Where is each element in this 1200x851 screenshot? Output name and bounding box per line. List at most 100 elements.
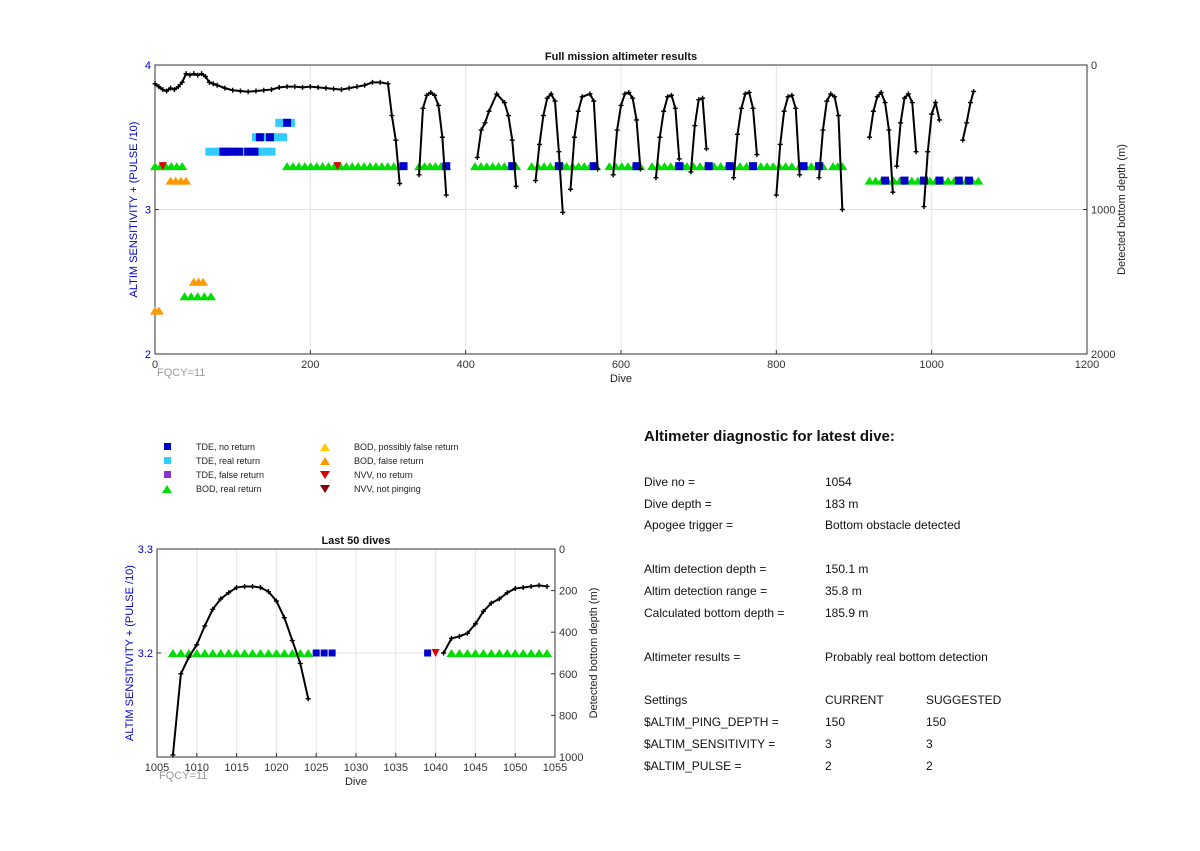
marker-bod-false [153,306,164,315]
depth-point [661,108,667,114]
diagnostic-row-bottom-depth: Calculated bottom depth = 185.9 m [644,606,1164,622]
annotation-text: FQCY=11 [159,770,207,782]
diagnostic-value: 1054 [825,475,852,489]
diagnostic-value: 185.9 m [825,606,869,620]
depth-point [750,105,756,111]
y-tick-label-right: 1000 [559,752,583,764]
depth-point [905,91,911,97]
marker-tde-no [725,162,734,171]
depth-point [195,72,201,78]
diagnostic-value: 35.8 m [825,584,862,598]
settings-label: $ALTIM_PING_DEPTH = [644,715,779,729]
marker-bod-real [179,292,190,301]
marker-tde-no [424,649,432,657]
depth-point [571,134,577,140]
depth-point [754,152,760,158]
x-tick-label: 1055 [543,762,567,774]
diagnostic-row-detection-depth: Altim detection depth = 150.1 m [644,562,1164,578]
depth-point [560,209,566,215]
marker-bod-real [462,649,473,657]
x-axis-label: Dive [610,373,632,385]
depth-point [731,175,737,181]
chart-title: Last 50 dives [321,535,390,547]
x-tick-label: 1005 [145,762,169,774]
marker-tde-real [273,133,282,142]
marker-bod-real [199,649,210,657]
marker-tde-no [399,162,408,171]
x-tick-label: 1025 [304,762,328,774]
depth-point [439,134,445,140]
legend-triangle-up-icon [162,484,172,493]
depth-point [435,102,441,108]
y-tick-label-left: 3.3 [138,544,153,556]
depth-point [909,100,915,106]
depth-point [156,84,162,90]
y-tick-label-right: 1000 [1091,205,1115,217]
settings-row-ping-depth: $ALTIM_PING_DEPTH = 150 150 [644,715,1164,731]
depth-point [816,175,822,181]
depth-point [742,91,748,97]
settings-suggested: 150 [926,715,947,729]
marker-bod-real [478,649,489,657]
legend-item-nvv-not-pinging: NVV, not pinging [318,482,421,495]
depth-point [449,635,455,641]
marker-tde-no [799,162,808,171]
marker-tde-no [919,176,928,185]
depth-point [536,141,542,147]
diagnostic-row-dive-no: Dive no = 1054 [644,475,1164,491]
depth-point [828,91,834,97]
marker-tde-no [675,162,684,171]
legend: TDE, no return TDE, real return TDE, fal… [160,440,500,500]
depth-point [913,149,919,155]
diagnostic-label: Altimeter results = [644,650,741,664]
marker-bod-false [181,176,192,185]
marker-bod-real [303,649,314,657]
x-tick-label: 800 [767,359,785,371]
marker-tde-real [275,118,284,127]
depth-point [338,87,344,93]
marker-bod-real [510,649,521,657]
depth-point [443,192,449,198]
annotation-text: FQCY=11 [157,367,205,379]
legend-label: NVV, no return [354,469,413,480]
depth-point [634,117,640,123]
settings-current: 150 [825,715,846,729]
legend-label: BOD, possibly false return [354,441,459,452]
depth-point [512,586,518,592]
marker-bod-real [486,649,497,657]
y-tick-label-right: 800 [559,710,577,722]
diagnostic-label: Calculated bottom depth = [644,606,785,620]
depth-point [509,137,515,143]
depth-point [929,111,935,117]
depth-point [397,180,403,186]
x-tick-label: 1010 [185,762,209,774]
depth-point [482,120,488,126]
y-tick-label-right: 600 [559,669,577,681]
depth-point [230,87,236,93]
y-tick-label-right: 0 [559,544,565,556]
diagnostic-value: 150.1 m [825,562,869,576]
depth-point [696,97,702,103]
marker-bod-real [542,649,553,657]
diagnostic-label: Dive no = [644,475,696,489]
diagnostic-label: Altim detection range = [644,584,768,598]
depth-point [178,671,184,677]
depth-point [292,84,298,90]
marker-bod-real [192,292,203,301]
marker-tde-real [211,147,220,156]
depth-point [369,79,375,85]
depth-point [548,91,554,97]
depth-point [269,87,274,93]
marker-tde-no [250,147,259,156]
depth-point [187,72,193,78]
marker-tde-no [312,649,320,657]
depth-point [960,137,966,143]
depth-point [257,584,263,590]
depth-point [273,598,279,604]
legend-item-bod-possibly-false: BOD, possibly false return [318,440,459,453]
depth-point [540,113,546,119]
depth-point [886,127,892,133]
depth-point [354,84,360,90]
marker-bod-real [279,649,290,657]
depth-point [676,156,682,162]
